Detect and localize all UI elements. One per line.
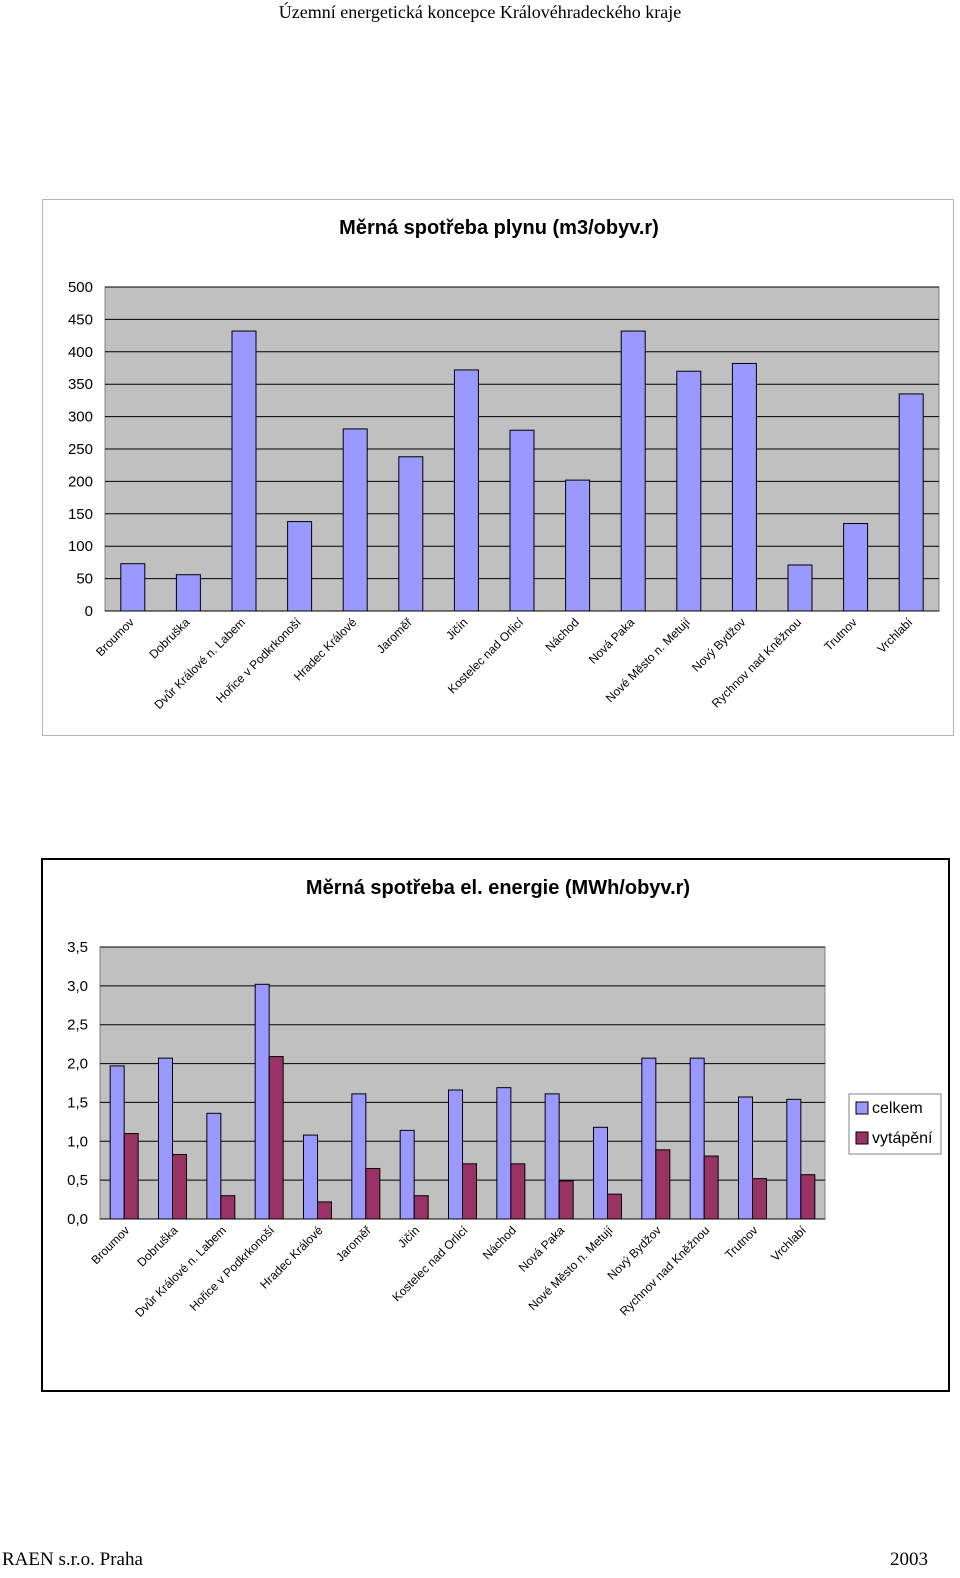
el-bar-vytápění <box>510 1163 526 1220</box>
gas-bar-value <box>620 330 646 612</box>
el-category-label: Dvůr Králové n. Labem <box>132 1223 229 1320</box>
gas-category-label: Nová Paka <box>586 615 638 667</box>
el-bar-vytápění <box>172 1153 187 1220</box>
gas-y-tick-label: 0 <box>85 603 93 620</box>
gas-bar-value <box>231 330 257 612</box>
el-legend-swatch-vytápění <box>855 1131 869 1145</box>
el-bar-celkem <box>738 1096 753 1220</box>
el-bar-celkem <box>786 1098 802 1220</box>
gas-y-tick-label: 50 <box>76 571 93 588</box>
el-category-label: Nové Město n. Metují <box>526 1223 617 1314</box>
el-y-tick-label: 2,0 <box>67 1056 88 1073</box>
el-category-label: Dobruška <box>134 1223 180 1269</box>
el-bar-vytápění <box>558 1180 574 1220</box>
electricity-consumption-chart: Měrná spotřeba el. energie (MWh/obyv.r) 0… <box>41 858 950 1392</box>
gas-category-label: Broumov <box>93 615 137 659</box>
gas-category-label: Náchod <box>543 615 582 654</box>
gas-y-tick-label: 250 <box>68 441 93 458</box>
gas-bar-value <box>342 428 368 612</box>
el-bar-vytápění <box>752 1178 767 1220</box>
el-bar-celkem <box>254 983 270 1220</box>
el-bar-celkem <box>544 1093 560 1220</box>
gas-bar-value <box>175 574 201 612</box>
el-y-tick-label: 1,5 <box>67 1094 88 1111</box>
gas-bar-value <box>676 370 702 612</box>
el-category-label: Náchod <box>480 1223 519 1262</box>
el-bar-celkem <box>351 1093 367 1220</box>
gas-y-tick-label: 500 <box>68 279 93 296</box>
gas-y-tick-label: 200 <box>68 473 93 490</box>
el-y-tick-label: 3,5 <box>67 939 88 956</box>
gas-y-tick-label: 400 <box>68 344 93 361</box>
el-category-label: Jaroměř <box>333 1223 375 1265</box>
gas-y-tick-label: 350 <box>68 376 93 393</box>
el-bar-vytápění <box>607 1193 622 1220</box>
el-bar-celkem <box>399 1129 415 1220</box>
el-bar-vytápění <box>800 1174 816 1220</box>
el-bar-celkem <box>303 1134 318 1220</box>
gas-category-label: Jaroměř <box>374 615 416 657</box>
gas-chart-title: Měrná spotřeba plynu (m3/obyv.r) <box>339 217 659 239</box>
gas-category-label: Dvůr Králové n. Labem <box>151 615 248 712</box>
gas-y-tick-label: 300 <box>68 409 93 426</box>
gas-category-label: Vrchlabí <box>875 615 916 656</box>
el-bar-vytápění <box>413 1195 429 1220</box>
footer-company: RAEN s.r.o. Praha <box>2 1549 143 1570</box>
gas-bar-value <box>731 362 757 612</box>
page-header: Územní energetická koncepce Královéhrade… <box>278 2 682 22</box>
el-category-label: Broumov <box>88 1223 132 1267</box>
el-bar-celkem <box>593 1126 608 1220</box>
footer-year: 2003 <box>890 1549 928 1570</box>
el-legend-label: vytápění <box>872 1130 933 1147</box>
el-bar-vytápění <box>317 1201 332 1220</box>
el-bar-vytápění <box>462 1163 477 1220</box>
electricity-chart-svg: Měrná spotřeba el. energie (MWh/obyv.r) 0… <box>67 877 942 1320</box>
el-y-tick-label: 2,5 <box>67 1017 88 1034</box>
gas-category-label: Nový Bydžov <box>689 615 748 674</box>
gas-bar-value <box>287 521 313 612</box>
el-bar-celkem <box>206 1112 222 1220</box>
gas-bar-value <box>843 523 869 612</box>
el-category-label: Vrchlabí <box>768 1223 809 1264</box>
el-bar-vytápění <box>365 1167 381 1220</box>
el-bar-vytápění <box>655 1149 671 1220</box>
gas-bar-value <box>898 393 924 612</box>
el-bar-celkem <box>496 1087 512 1220</box>
el-y-tick-label: 1,0 <box>67 1133 88 1150</box>
gas-bar-value <box>565 479 591 612</box>
gas-category-label: Dobruška <box>146 615 192 661</box>
gas-category-label: Jičín <box>443 615 470 642</box>
el-legend-swatch-celkem <box>855 1101 869 1115</box>
el-category-label: Hořice v Podkrkonoší <box>187 1223 278 1314</box>
gas-bar-value <box>398 456 424 612</box>
gas-y-tick-label: 150 <box>68 506 93 523</box>
gas-y-tick-label: 100 <box>68 538 93 555</box>
gas-bar-value <box>509 429 535 612</box>
el-bar-celkem <box>448 1089 463 1220</box>
gas-bar-value <box>787 564 813 612</box>
el-category-label: Jičín <box>395 1223 422 1250</box>
el-bar-vytápění <box>220 1195 236 1220</box>
el-category-label: Trutnov <box>722 1223 760 1261</box>
el-bar-celkem <box>109 1065 125 1220</box>
el-category-label: Nová Paka <box>516 1223 568 1275</box>
el-bar-vytápění <box>703 1155 719 1220</box>
gas-consumption-chart: Měrná spotřeba plynu (m3/obyv.r) 0 50 100 15… <box>42 199 954 736</box>
el-bar-celkem <box>641 1057 657 1220</box>
el-y-tick-label: 0,5 <box>67 1172 88 1189</box>
gas-category-label: Trutnov <box>821 615 859 653</box>
el-bar-celkem <box>158 1057 173 1220</box>
el-bar-vytápění <box>268 1056 284 1220</box>
el-y-tick-label: 3,0 <box>67 978 88 995</box>
el-category-label: Rychnov nad Kněžnou <box>617 1223 712 1318</box>
el-legend-label: celkem <box>872 1100 923 1117</box>
gas-bar-value <box>453 369 479 612</box>
gas-bar-value <box>120 563 146 612</box>
gas-y-tick-label: 450 <box>68 311 93 328</box>
gas-chart-svg: Měrná spotřeba plynu (m3/obyv.r) 0 50 100 15… <box>68 217 940 712</box>
el-y-tick-label: 0,0 <box>67 1211 88 1228</box>
el-chart-title: Měrná spotřeba el. energie (MWh/obyv.r) <box>306 877 690 899</box>
el-bar-vytápění <box>123 1133 139 1220</box>
el-bar-celkem <box>689 1057 705 1220</box>
